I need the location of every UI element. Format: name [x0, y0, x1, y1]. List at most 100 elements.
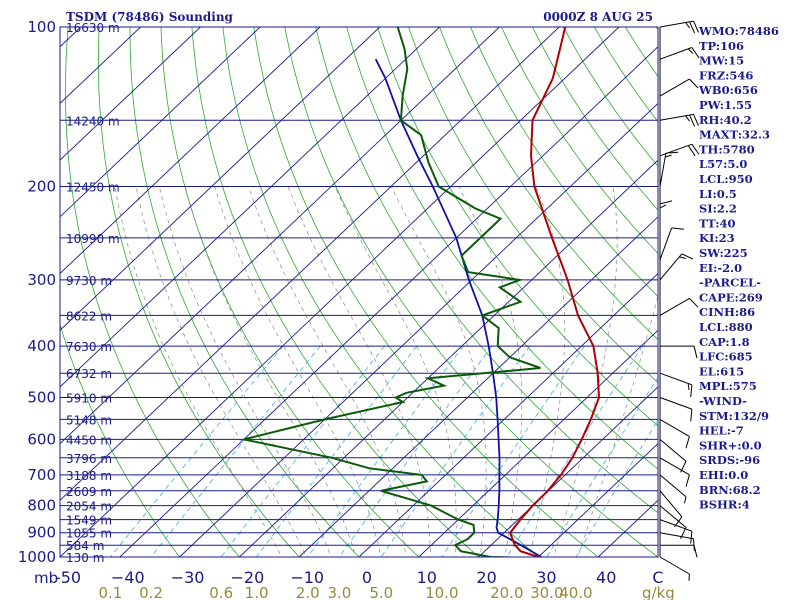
dry-adiabats	[60, 27, 800, 568]
wind-barb	[659, 532, 694, 540]
wind-barb-flag	[665, 151, 679, 154]
wind-barb-flag	[687, 48, 694, 54]
isobars	[60, 26, 658, 558]
moist-adiabat	[248, 186, 407, 557]
index-value: LFC:685	[699, 350, 753, 364]
mixing-ratio-line	[338, 345, 493, 557]
wind-barb	[659, 519, 693, 532]
mixing-ratio-tick-label: 30.0	[530, 584, 563, 600]
index-value: -WIND-	[699, 394, 747, 408]
pressure-tick-label: 300	[27, 271, 56, 289]
mixing-ratio-lines	[109, 345, 658, 557]
plot-frame	[59, 26, 659, 558]
wind-barb-flag	[671, 227, 684, 230]
index-value: SHR+:0.0	[699, 438, 762, 452]
height-label: 4450 m	[66, 433, 112, 447]
wind-barb	[659, 143, 693, 157]
index-value: CAPE:269	[699, 290, 763, 304]
wind-barb	[659, 78, 690, 97]
wind-barb-flag	[693, 345, 698, 359]
index-value: EI:-2.0	[699, 261, 742, 275]
temperature-tick-label: −20	[231, 568, 265, 587]
mixing-ratio-line	[150, 345, 321, 557]
wind-barb-flag	[685, 474, 690, 487]
mixing-ratio-tick-label: 40.0	[559, 584, 592, 600]
mixing-ratio-unit-label: g/kg	[642, 584, 675, 600]
isotherm	[60, 27, 620, 557]
isotherm	[60, 27, 201, 161]
isotherm	[358, 272, 658, 557]
dry-adiabat	[408, 27, 658, 384]
wind-barb-flag	[689, 21, 696, 34]
isotherm	[60, 27, 560, 501]
dry-adiabat	[160, 27, 420, 557]
mixing-ratio-tick-label: 0.2	[139, 584, 163, 600]
dry-adiabat	[470, 27, 658, 298]
isotherm	[60, 27, 321, 275]
height-label: 5148 m	[66, 413, 112, 427]
dry-adiabat	[563, 27, 658, 167]
dry-adiabat	[346, 27, 658, 470]
wind-barb-flag	[684, 496, 687, 504]
mixing-ratio-tick-label: 5.0	[369, 584, 393, 600]
dry-adiabat	[780, 27, 800, 568]
height-label: 5910 m	[66, 392, 112, 406]
height-label: 584 m	[66, 539, 104, 553]
isotherm	[298, 216, 658, 557]
wind-barb-flag	[689, 114, 696, 127]
pressure-tick-label: 800	[27, 497, 56, 515]
mixing-ratio-line	[109, 345, 284, 557]
height-label: 10990 m	[66, 232, 120, 246]
mixing-ratio-tick-label: 20.0	[490, 584, 523, 600]
index-value: BRN:68.2	[699, 483, 761, 497]
wind-barb	[659, 372, 693, 386]
temperature-tick-label: 10	[417, 568, 437, 587]
chart-title: TSDM (78486) Sounding	[66, 10, 234, 24]
mixing-ratio-tick-label: 0.6	[209, 584, 233, 600]
wind-barb-flag	[690, 384, 693, 398]
mixing-ratio-line	[575, 419, 658, 557]
wind-barb-flag	[693, 20, 699, 33]
index-value: FRZ:546	[699, 68, 753, 82]
height-label: 14240 m	[66, 114, 120, 128]
moist-adiabat	[553, 186, 618, 557]
moist-adiabat	[214, 186, 382, 557]
mixing-ratio-line	[380, 345, 531, 557]
wind-barb	[659, 153, 667, 187]
mixing-ratio-line	[256, 345, 418, 557]
isotherm	[179, 102, 658, 557]
mixing-ratio-tick-label: 1.0	[245, 584, 269, 600]
index-value: TH:5780	[699, 142, 755, 156]
height-label: 2609 m	[66, 485, 112, 499]
wind-barb	[659, 418, 690, 437]
index-value: LCL:950	[699, 172, 753, 186]
index-value: CINH:86	[699, 305, 755, 319]
wind-barb-flag	[693, 114, 699, 126]
index-value: WB0:656	[698, 83, 758, 97]
wind-barb-flag	[691, 143, 700, 155]
wind-barb-flag	[685, 436, 690, 449]
mixing-ratio-tick-label: 2.0	[296, 584, 320, 600]
wind-barb-flag	[687, 383, 690, 391]
height-label: 8622 m	[66, 309, 112, 323]
wind-barb-flag	[687, 145, 696, 157]
wind-barb	[659, 47, 693, 60]
wind-barb-flag	[665, 154, 672, 158]
pressure-tick-label: 500	[27, 389, 56, 407]
pressure-tick-label: 200	[27, 178, 56, 196]
isotherm	[119, 46, 658, 557]
dry-adiabat	[222, 27, 540, 557]
height-label: 7630 m	[66, 340, 112, 354]
index-value: -PARCEL-	[699, 276, 761, 290]
wind-barb	[659, 474, 687, 498]
parcel-trace	[374, 58, 544, 557]
wind-barb-flag	[679, 256, 686, 259]
index-value: KI:23	[699, 231, 735, 245]
wind-barb-flag	[689, 298, 699, 308]
isotherm	[418, 329, 658, 557]
index-value: TT:40	[699, 216, 736, 230]
index-value: LI:0.5	[699, 187, 737, 201]
mixing-ratio-line	[441, 345, 585, 557]
wind-barb-flag	[690, 409, 693, 422]
